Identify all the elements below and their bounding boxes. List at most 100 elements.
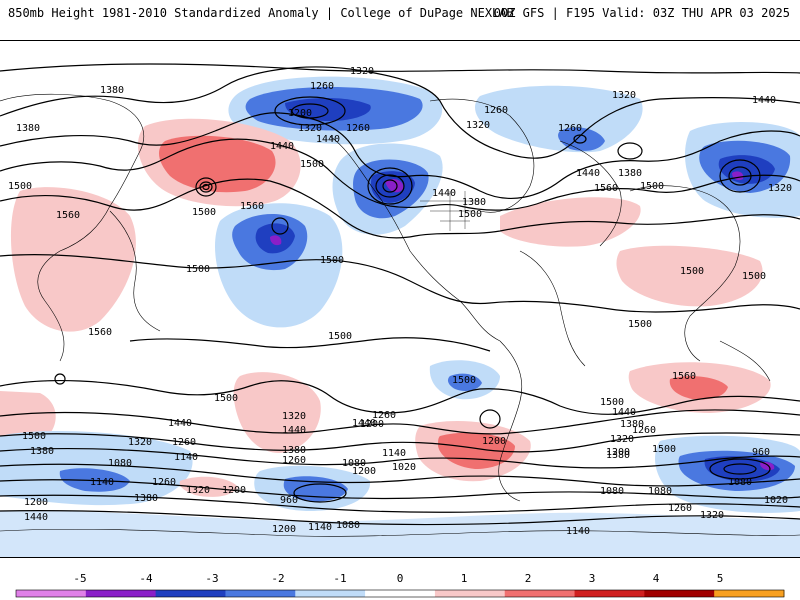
contour-label: 1380 bbox=[30, 446, 54, 457]
contour-label: 1380 bbox=[282, 445, 306, 456]
anomaly-positive-area bbox=[616, 245, 763, 307]
anomaly-map: 1320 1380 1380 1260 1200 1260 1320 1440 … bbox=[0, 40, 800, 558]
colorbar-swatch-neg4 bbox=[120, 590, 157, 597]
colorbar-swatch-pos3 bbox=[609, 590, 645, 597]
contour-labels: 1320 1380 1380 1260 1200 1260 1320 1440 … bbox=[8, 66, 792, 537]
contour-label: 1020 bbox=[392, 462, 416, 473]
contour-label: 1500 bbox=[742, 271, 766, 282]
contour-label: 1140 bbox=[566, 526, 590, 537]
colorbar-swatch-neg1 bbox=[295, 590, 331, 597]
contour-label: 1080 bbox=[108, 458, 132, 469]
anomaly-negative-area bbox=[385, 178, 404, 193]
contour-label: 1440 bbox=[576, 168, 600, 179]
anomaly-positive-area bbox=[10, 187, 136, 332]
colorbar-swatch-neg2 bbox=[225, 590, 261, 597]
contour-label: 1380 bbox=[16, 123, 40, 134]
contour-label: 1440 bbox=[24, 512, 48, 523]
contour-label: 1440 bbox=[752, 95, 776, 106]
contour-label: 1200 bbox=[606, 447, 630, 458]
contour-label: 1500 bbox=[186, 264, 210, 275]
contour-label: 1560 bbox=[56, 210, 80, 221]
contour-label: 1500 bbox=[192, 207, 216, 218]
anomaly-negative-area bbox=[760, 461, 775, 471]
map-title: 850mb Height 1981-2010 Standardized Anom… bbox=[8, 6, 514, 20]
contour-label: 1260 bbox=[668, 503, 692, 514]
colorbar-tick-label: -1 bbox=[333, 572, 346, 585]
colorbar-swatch-pos1 bbox=[469, 590, 506, 597]
colorbar-swatch-neg5 bbox=[16, 590, 52, 597]
contour-label: 1140 bbox=[90, 477, 114, 488]
contour-label: 1260 bbox=[484, 105, 508, 116]
colorbar-swatch-neg4 bbox=[85, 590, 122, 597]
contour-label: 1200 bbox=[352, 466, 376, 477]
colorbar-tick-label: 3 bbox=[589, 572, 596, 585]
contour-label: 1320 bbox=[128, 437, 152, 448]
colorbar-tick-label: 0 bbox=[397, 572, 404, 585]
colorbar-swatch-pos4 bbox=[644, 590, 680, 597]
colorbar-swatch-neg3 bbox=[190, 590, 226, 597]
contour-label: 1500 bbox=[628, 319, 652, 330]
anomaly-negative-area bbox=[447, 373, 482, 391]
colorbar-tick-labels: -5 -4 -3 -2 -1 0 1 2 3 4 5 bbox=[73, 572, 723, 585]
contour-label: 1500 bbox=[652, 444, 676, 455]
contour-label: 1260 bbox=[310, 81, 334, 92]
contour-label: 1320 bbox=[298, 123, 322, 134]
contour-label: 1080 bbox=[342, 458, 366, 469]
contour-label: 1380 bbox=[606, 450, 630, 461]
contour-label: 1200 bbox=[24, 497, 48, 508]
contour-label: 1200 bbox=[360, 419, 384, 430]
contour-label: 1320 bbox=[612, 90, 636, 101]
anomaly-negative-area bbox=[704, 456, 780, 482]
anomaly-shading bbox=[0, 76, 800, 557]
colorbar-tick-label: -2 bbox=[271, 572, 284, 585]
contour-label: 1440 bbox=[316, 134, 340, 145]
colorbar-swatch-pos5 bbox=[714, 590, 750, 597]
contour-label: 1560 bbox=[88, 327, 112, 338]
contour-label: 1320 bbox=[350, 66, 374, 77]
colorbar-swatch-pos2 bbox=[539, 590, 576, 597]
anomaly-negative-area bbox=[0, 431, 193, 506]
contour-label: 1320 bbox=[282, 411, 306, 422]
contour-label: 1440 bbox=[270, 141, 294, 152]
contour-label: 1440 bbox=[168, 418, 192, 429]
contour-label: 1380 bbox=[134, 493, 158, 504]
colorbar-swatch-zero bbox=[365, 590, 401, 597]
contour-label: 1500 bbox=[22, 431, 46, 442]
political-borders bbox=[420, 191, 480, 231]
contour-label: 960 bbox=[280, 495, 298, 506]
contour-label: 1500 bbox=[320, 255, 344, 266]
contour-label: 1320 bbox=[186, 485, 210, 496]
colorbar-swatch-neg5 bbox=[50, 590, 87, 597]
colorbar-tick-label: 4 bbox=[653, 572, 660, 585]
contour-label: 1320 bbox=[610, 434, 634, 445]
contour-label: 1260 bbox=[372, 410, 396, 421]
contour-label: 1500 bbox=[458, 209, 482, 220]
coastlines bbox=[0, 93, 800, 537]
contour-label: 1260 bbox=[558, 123, 582, 134]
contour-label: 1440 bbox=[352, 418, 376, 429]
contour-label: 1500 bbox=[640, 181, 664, 192]
contour-label: 1260 bbox=[346, 123, 370, 134]
colorbar-swatch-pos5 bbox=[749, 590, 785, 597]
contour-label: 1500 bbox=[214, 393, 238, 404]
contour-label: 1440 bbox=[612, 407, 636, 418]
colorbar-svg: -5 -4 -3 -2 -1 0 1 2 3 4 5 bbox=[15, 572, 785, 598]
colorbar-tick-label: 1 bbox=[461, 572, 468, 585]
contour-label: 1200 bbox=[222, 485, 246, 496]
contour-label: 1080 bbox=[336, 520, 360, 531]
contour-label: 960 bbox=[752, 447, 770, 458]
colorbar-swatches bbox=[15, 589, 785, 598]
contour-label: 1380 bbox=[100, 85, 124, 96]
colorbar-swatch-neg3 bbox=[155, 590, 192, 597]
contour-label: 1140 bbox=[382, 448, 406, 459]
anomaly-negative-area bbox=[270, 235, 282, 246]
contour-label: 1260 bbox=[282, 455, 306, 466]
contour-label: 1080 bbox=[648, 486, 672, 497]
colorbar-border bbox=[15, 589, 785, 598]
contour-label: 1380 bbox=[618, 168, 642, 179]
contour-label: 1200 bbox=[272, 524, 296, 535]
contour-label: 1320 bbox=[466, 120, 490, 131]
contour-label: 1200 bbox=[288, 108, 312, 119]
contour-label: 1320 bbox=[768, 183, 792, 194]
contour-label: 1260 bbox=[152, 477, 176, 488]
